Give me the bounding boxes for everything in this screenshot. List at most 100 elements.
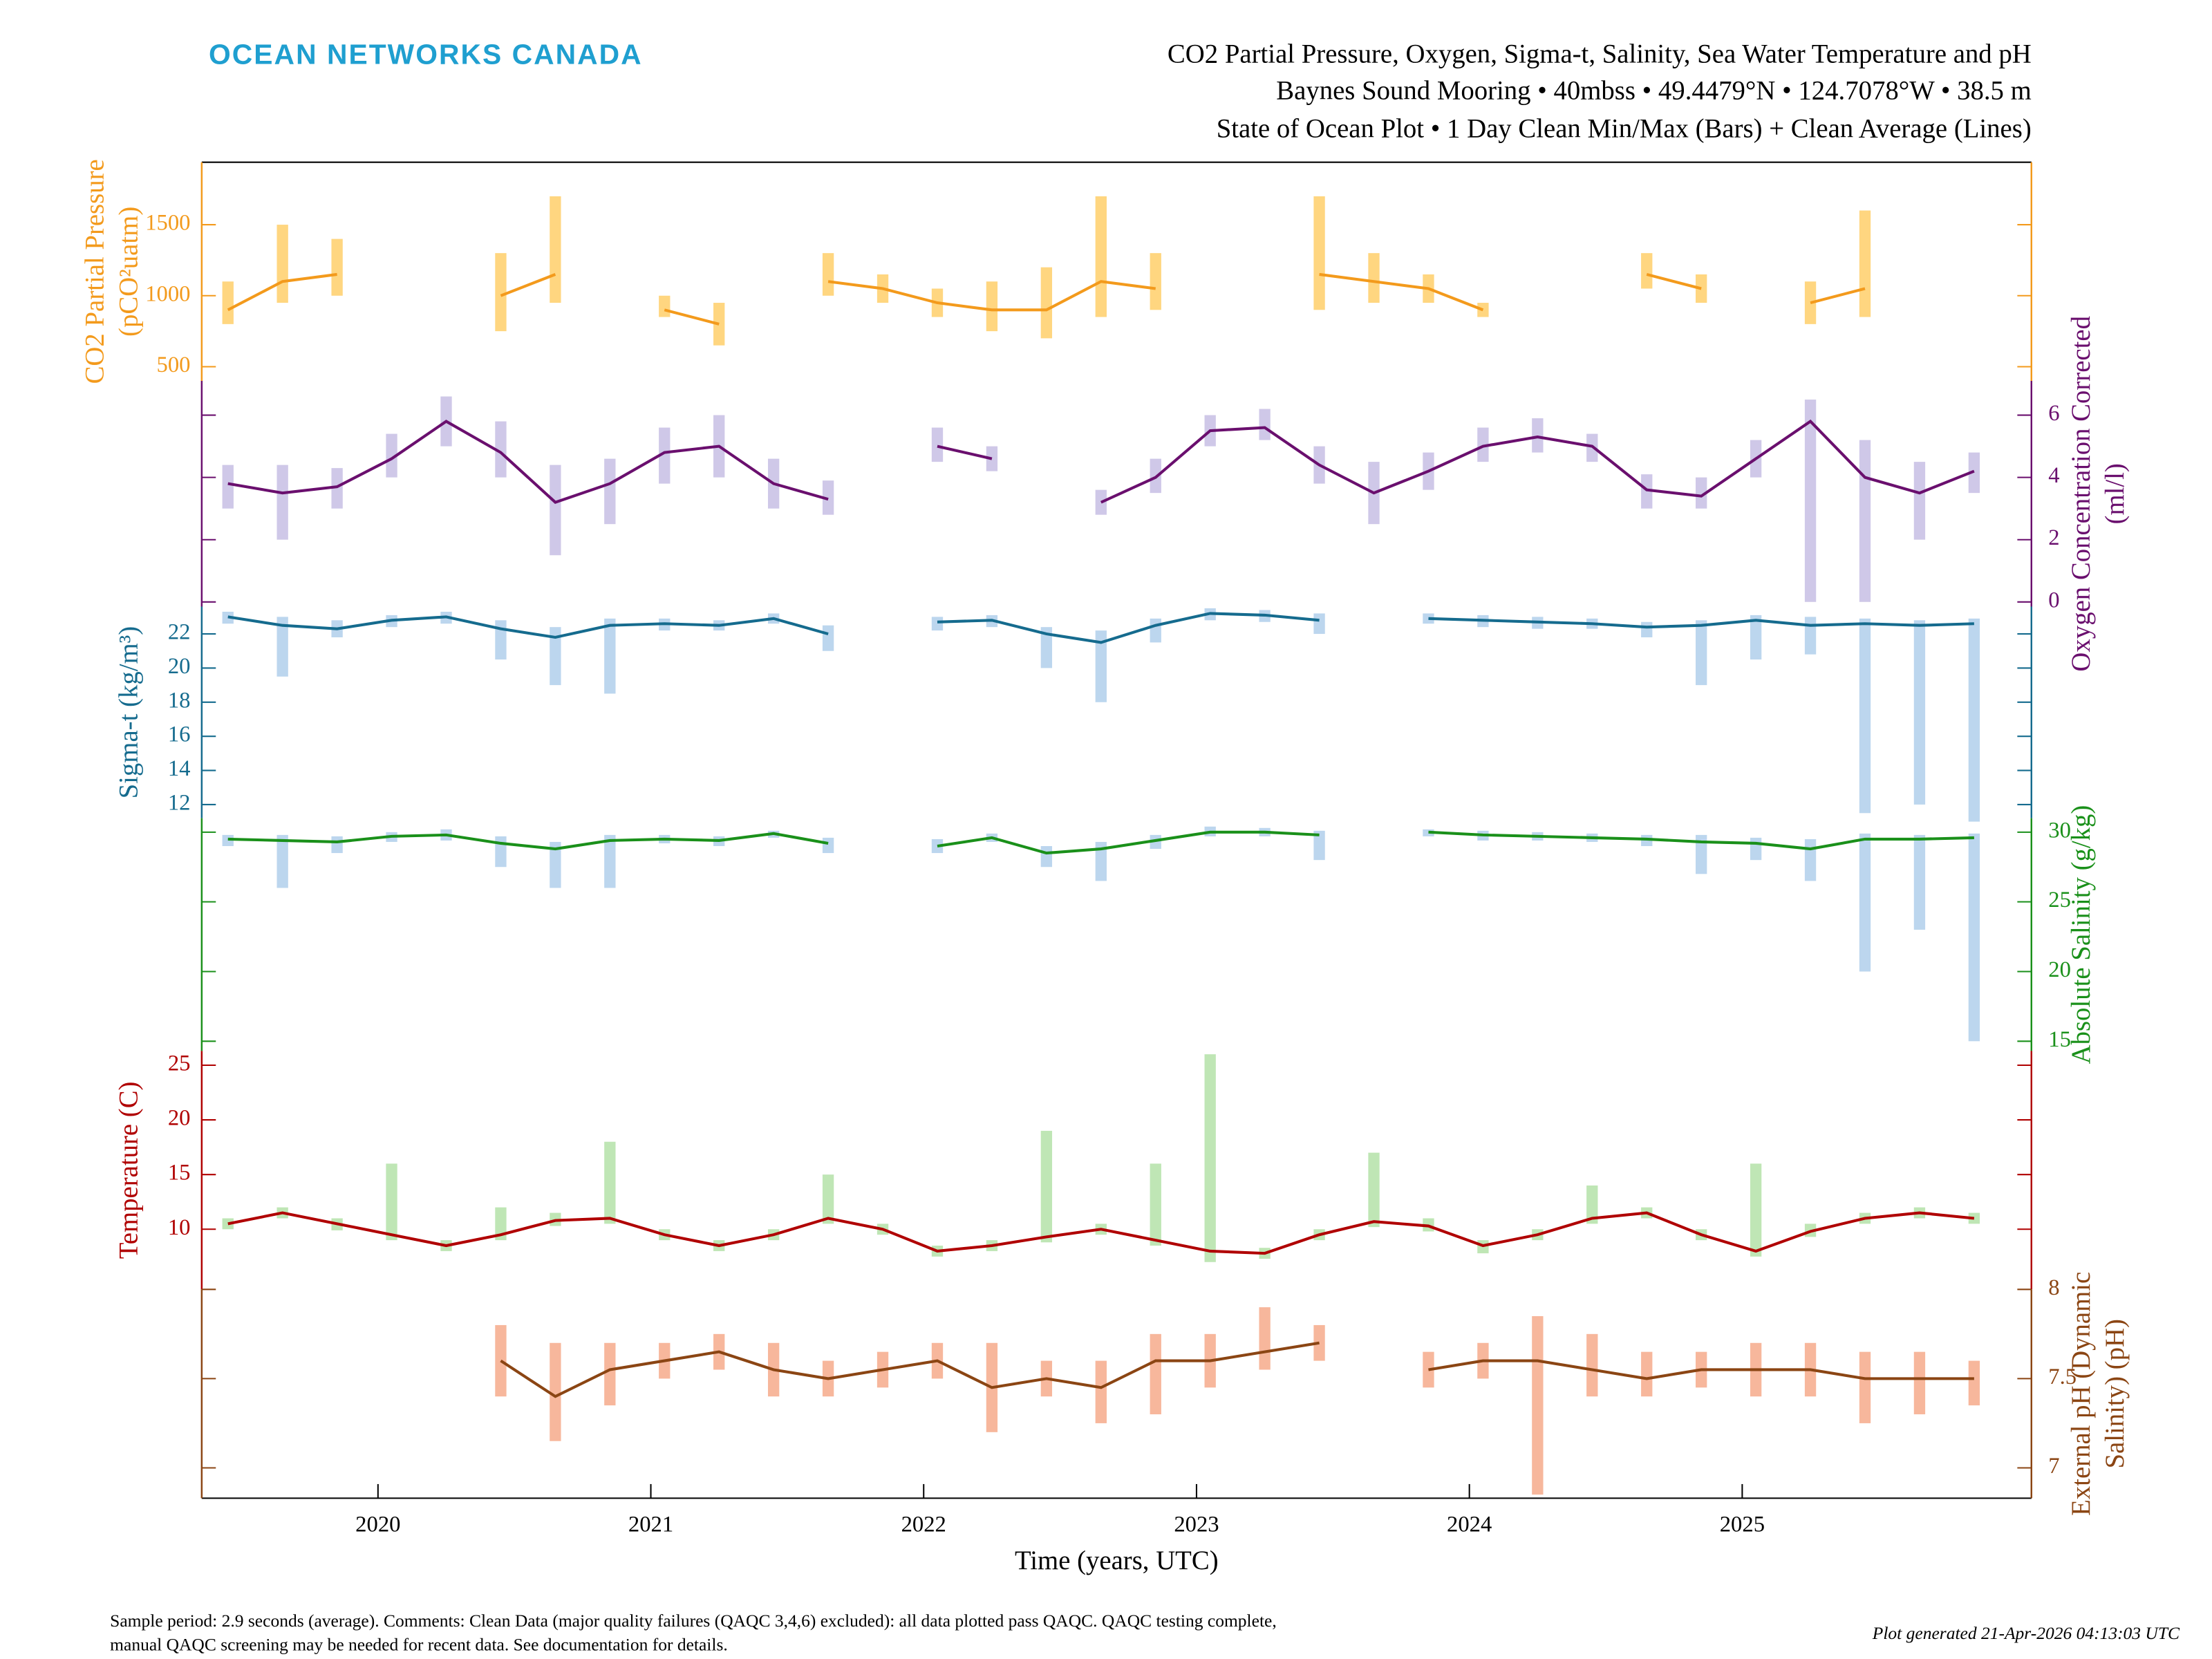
range-bar [713, 303, 725, 346]
range-bar [1040, 846, 1053, 868]
range-bar [604, 1342, 616, 1406]
y-tick-label: 10 [168, 1215, 191, 1240]
range-bar [1095, 841, 1107, 881]
x-tick-label: 2024 [1447, 1512, 1492, 1537]
range-bar [550, 465, 561, 556]
x-axis-label: Time (years, UTC) [1015, 1546, 1219, 1575]
range-bar [1859, 1351, 1871, 1423]
range-bar [1968, 1360, 1980, 1406]
range-bar [1968, 452, 1980, 494]
range-bar [604, 618, 616, 694]
average-line [227, 272, 1866, 326]
range-bar [1696, 834, 1707, 874]
x-tick-label: 2020 [355, 1512, 400, 1537]
range-bar [1859, 440, 1871, 602]
range-bar [1313, 196, 1325, 310]
range-bar [1532, 1316, 1544, 1495]
range-bar [604, 1141, 616, 1224]
range-bar [1368, 253, 1380, 303]
range-bar [1804, 400, 1817, 602]
y-axis-label: Oxygen Concentration Corrected [2066, 316, 2096, 672]
average-line [227, 1211, 1975, 1255]
range-bar [276, 465, 288, 540]
range-bar [1750, 837, 1762, 861]
range-bar [1641, 1351, 1653, 1397]
range-bar [822, 1174, 834, 1224]
generated-note: Plot generated 21-Apr-2026 04:13:03 UTC [1872, 1623, 2180, 1643]
y-axis-label: Sigma-t (kg/m³) [114, 626, 144, 799]
y-tick-label: 18 [168, 688, 191, 713]
range-bar [1313, 1324, 1325, 1361]
range-bar [222, 1218, 234, 1230]
range-bar [1804, 617, 1817, 655]
y-tick-label: 30 [2048, 818, 2071, 843]
range-bar [1586, 1185, 1598, 1224]
average-line [227, 419, 1975, 504]
y-tick-label: 4 [2048, 463, 2059, 488]
range-bar [822, 837, 834, 854]
range-bar [1641, 253, 1653, 289]
y-tick-label: 15 [168, 1161, 191, 1185]
y-tick-label: 20 [2048, 957, 2071, 982]
range-bar [1477, 427, 1489, 462]
range-bar [1423, 613, 1434, 624]
range-bar [331, 238, 343, 296]
range-bar [550, 841, 561, 888]
y-tick-label: 12 [168, 790, 191, 815]
footnote: manual QAQC screening may be needed for … [110, 1634, 728, 1654]
range-bar [1968, 618, 1980, 822]
y-axis-label: CO2 Partial Pressure [80, 159, 110, 384]
range-bar [1040, 627, 1053, 668]
average-line [500, 1341, 1974, 1398]
y-tick-label: 15 [2048, 1027, 2071, 1052]
y-axis-label: (pCO²uatm) [114, 207, 144, 337]
y-tick-label: 20 [168, 1106, 191, 1131]
range-bar [1696, 620, 1707, 686]
range-bar [550, 1342, 561, 1441]
range-bar [1750, 1163, 1762, 1257]
range-bar [1804, 281, 1817, 324]
y-tick-label: 1500 [145, 211, 190, 236]
range-bar [495, 253, 507, 332]
range-bar [495, 620, 507, 660]
x-tick-label: 2025 [1720, 1512, 1765, 1537]
y-tick-label: 25 [2048, 888, 2071, 912]
range-bar [1641, 474, 1653, 509]
range-bar [1313, 830, 1325, 861]
range-bar [659, 427, 671, 484]
range-bar [1040, 267, 1053, 339]
y-axis-label: External pH (Dynamic [2066, 1272, 2096, 1516]
y-tick-label: 20 [168, 654, 191, 679]
range-bar [1859, 210, 1871, 317]
y-axis-label: Temperature (C) [114, 1082, 144, 1259]
range-bar [1150, 1163, 1161, 1246]
y-tick-label: 6 [2048, 401, 2059, 426]
range-bar [1259, 409, 1271, 440]
y-axis-label: Salinity) (pH) [2100, 1319, 2130, 1468]
range-bar [495, 1207, 507, 1241]
range-bar [386, 1163, 397, 1241]
y-tick-label: 7 [2048, 1454, 2059, 1479]
chart-subtitle: Baynes Sound Mooring • 40mbss • 49.4479°… [1276, 76, 2031, 106]
range-bar [1095, 196, 1107, 317]
range-bar [1040, 1130, 1053, 1243]
x-tick-label: 2022 [901, 1512, 946, 1537]
y-tick-label: 14 [168, 756, 191, 781]
range-bar [1859, 618, 1871, 814]
y-tick-label: 2 [2048, 525, 2059, 550]
range-bar [1095, 489, 1107, 515]
y-tick-label: 16 [168, 722, 191, 747]
x-tick-label: 2021 [628, 1512, 673, 1537]
average-line [227, 830, 1974, 855]
range-bar [986, 446, 998, 471]
range-bar [1259, 1307, 1271, 1370]
range-bar [1804, 838, 1817, 881]
y-tick-label: 1000 [145, 281, 190, 306]
y-axis-label: Absolute Salinity (g/kg) [2066, 805, 2096, 1065]
range-bar [1423, 1351, 1434, 1388]
range-bar [1641, 621, 1653, 637]
range-bar [550, 196, 561, 303]
range-bar [604, 458, 616, 525]
brand: OCEAN NETWORKS CANADA [209, 38, 643, 70]
